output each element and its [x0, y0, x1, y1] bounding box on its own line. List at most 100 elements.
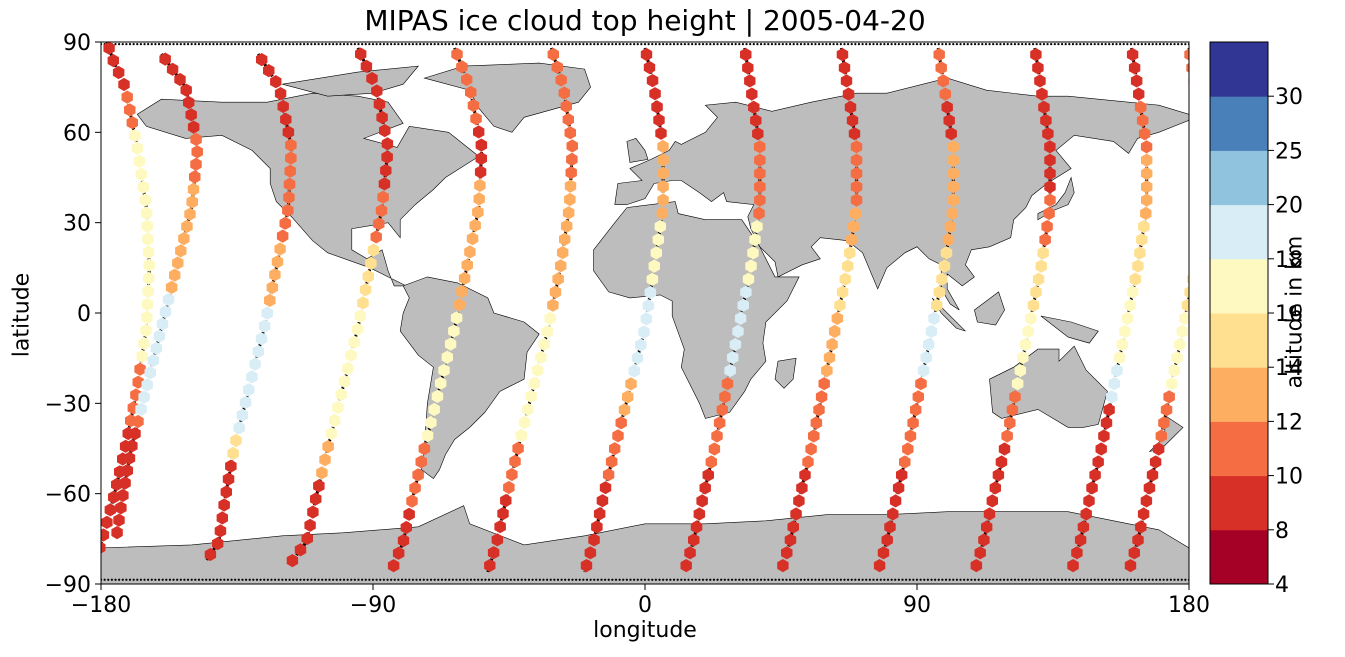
polar-track-dot — [440, 43, 444, 46]
cloud-marker — [474, 165, 487, 179]
polar-track-dot — [1060, 43, 1064, 46]
polar-track-dot — [194, 43, 197, 46]
cloud-marker — [294, 543, 307, 557]
cloud-marker — [555, 259, 567, 273]
cloud-marker — [150, 341, 163, 355]
cloud-marker — [450, 311, 463, 325]
polar-track-dot — [1086, 578, 1089, 581]
cloud-marker — [518, 415, 531, 429]
polar-track-dot — [346, 578, 349, 581]
cloud-marker — [947, 166, 959, 181]
polar-track-dot — [701, 578, 705, 581]
cloud-marker — [937, 74, 949, 88]
cloud-marker — [174, 72, 186, 87]
polar-track-dot — [375, 43, 378, 46]
cloud-marker — [1044, 140, 1056, 154]
polar-track-dot — [433, 578, 436, 581]
cloud-marker — [345, 348, 357, 362]
polar-track-dot — [466, 578, 469, 581]
polar-track-dot — [723, 578, 726, 581]
polar-track-dot — [255, 578, 259, 581]
cloud-marker — [325, 427, 338, 441]
polar-track-dot — [1100, 578, 1104, 581]
polar-track-dot — [295, 43, 298, 46]
cloud-marker — [190, 132, 202, 146]
polar-track-dot — [277, 578, 280, 581]
cloud-marker — [1176, 324, 1188, 338]
polar-track-dot — [604, 43, 607, 46]
cloud-marker — [367, 243, 380, 257]
polar-track-dot — [186, 578, 190, 581]
polar-track-dot — [506, 578, 509, 581]
cloud-marker — [970, 559, 983, 573]
polar-track-dot — [995, 578, 998, 581]
cloud-marker — [541, 324, 554, 339]
polar-track-dot — [509, 43, 512, 46]
cloud-marker — [342, 361, 354, 375]
cloud-marker — [945, 127, 957, 141]
cloud-marker — [777, 559, 789, 573]
cloud-marker — [225, 459, 237, 473]
cloud-marker — [1136, 233, 1148, 247]
cloud-marker — [1134, 100, 1147, 114]
polar-track-dot — [1093, 578, 1096, 581]
polar-track-dot — [458, 578, 462, 581]
cloud-marker — [588, 533, 600, 547]
polar-track-dot — [883, 578, 886, 581]
cloud-marker — [1186, 62, 1189, 73]
cloud-marker — [998, 442, 1011, 456]
cloud-marker — [1127, 285, 1139, 299]
cloud-marker — [684, 546, 696, 560]
polar-track-dot — [745, 43, 748, 46]
colorbar-bin — [1210, 204, 1268, 260]
cloud-marker — [781, 546, 793, 560]
cloud-marker — [873, 559, 886, 573]
cloud-marker — [143, 271, 155, 285]
cloud-marker — [1017, 351, 1029, 365]
polar-track-dot — [451, 43, 454, 46]
polar-track-dot — [411, 43, 414, 46]
polar-track-dot — [723, 43, 726, 46]
polar-track-dot — [560, 578, 563, 581]
polar-track-dot — [861, 43, 864, 46]
polar-track-dot — [1108, 43, 1111, 46]
polar-track-dot — [1035, 43, 1038, 46]
cloud-marker — [1146, 468, 1159, 482]
polar-track-dot — [941, 43, 944, 46]
polar-track-dot — [350, 43, 353, 46]
polar-track-dot — [1144, 43, 1147, 46]
polar-track-dot — [607, 578, 610, 581]
polar-track-dot — [451, 578, 454, 581]
cloud-marker — [936, 272, 948, 286]
cloud-marker — [458, 271, 471, 285]
cloud-marker — [808, 429, 820, 443]
polar-track-dot — [139, 578, 142, 581]
cloud-marker — [276, 229, 289, 243]
cloud-marker — [377, 190, 389, 204]
cloud-marker — [180, 83, 192, 97]
polar-track-dot — [411, 578, 414, 581]
polar-track-dot — [727, 578, 730, 581]
polar-track-dot — [669, 43, 672, 46]
cloud-marker — [920, 351, 932, 365]
cloud-marker — [531, 363, 544, 377]
polar-track-dot — [1104, 578, 1107, 581]
cloud-marker — [126, 439, 138, 453]
polar-track-dot — [593, 43, 596, 46]
polar-track-dot — [970, 578, 973, 581]
colorbar-tick-label: 30 — [1275, 85, 1303, 110]
polar-track-dot — [1064, 43, 1067, 46]
cloud-marker — [453, 298, 465, 312]
cloud-marker — [428, 402, 440, 417]
polar-track-dot — [302, 578, 306, 581]
polar-track-dot — [1180, 43, 1183, 46]
cloud-marker — [366, 71, 378, 86]
polar-track-dot — [128, 578, 132, 581]
cloud-marker — [494, 520, 506, 534]
cloud-marker — [657, 193, 669, 207]
polar-track-dot — [640, 43, 643, 46]
colorbar-bin — [1210, 475, 1268, 531]
polar-track-dot — [988, 578, 991, 581]
polar-track-dot — [749, 578, 752, 581]
cloud-marker — [892, 481, 905, 495]
